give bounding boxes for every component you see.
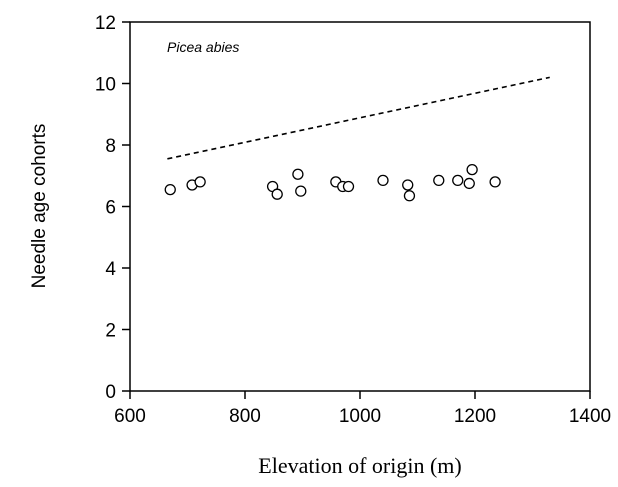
scatter-point [194, 176, 206, 188]
scatter-point [433, 174, 445, 187]
y-axis-label: Needle age cohorts [29, 124, 50, 289]
scatter-point [489, 176, 501, 188]
scatter-point [295, 185, 307, 197]
data-points [164, 163, 501, 202]
plot-frame [129, 21, 591, 392]
scatter-point [463, 177, 475, 190]
y-tick-label: 0 [105, 382, 116, 403]
y-axis-ticks: 0 2 4 6 8 10 12 [95, 13, 130, 403]
scatter-point [342, 180, 355, 193]
y-tick-label: 10 [95, 75, 116, 96]
scatter-point [377, 174, 389, 187]
x-tick-label: 1200 [454, 406, 496, 427]
x-tick-label: 1400 [569, 406, 611, 427]
scatter-point [466, 163, 478, 176]
x-tick-label: 1000 [339, 406, 381, 427]
y-tick-label: 4 [105, 259, 116, 280]
x-axis-label: Elevation of origin (m) [258, 453, 461, 478]
scatter-point [452, 174, 464, 187]
scatter-point [403, 190, 416, 202]
x-tick-label: 800 [229, 406, 261, 427]
scatter-point [164, 183, 176, 196]
chart-annotation: Picea abies [167, 39, 239, 55]
y-tick-label: 12 [95, 13, 116, 34]
y-tick-label: 2 [105, 321, 116, 342]
scatter-point [271, 188, 283, 200]
x-tick-label: 600 [114, 406, 146, 427]
reference-line [167, 76, 550, 160]
x-axis-ticks: 600 800 1000 1200 1400 [114, 391, 611, 427]
y-tick-label: 8 [105, 136, 116, 157]
scatter-point [402, 179, 414, 191]
y-tick-label: 6 [105, 198, 116, 219]
scatter-point [292, 168, 304, 180]
